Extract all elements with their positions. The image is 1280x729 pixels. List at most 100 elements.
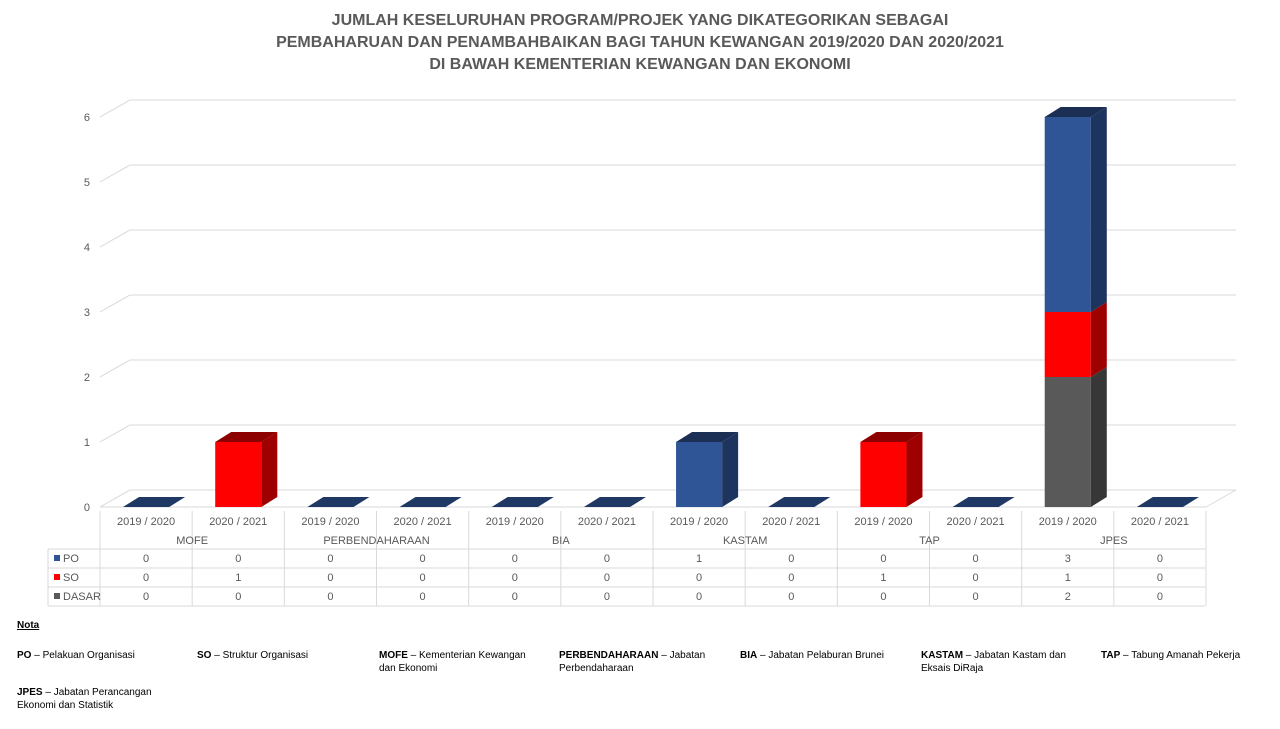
gridline-side-6 bbox=[99, 99, 131, 118]
bar-top-6 bbox=[676, 432, 739, 442]
nota-desc: – Jabatan Perbendaharaan bbox=[559, 650, 706, 674]
table-value-so: 0 bbox=[420, 572, 426, 584]
floor-side-edge bbox=[1205, 489, 1237, 508]
y-tick-label: 2 bbox=[84, 372, 90, 384]
nota-item-mofe: MOFE – Kementerian Kewangan dan Ekonomi bbox=[379, 649, 544, 675]
nota-desc: – Jabatan Pelaburan Brunei bbox=[757, 650, 884, 661]
legend-label-po: PO bbox=[63, 553, 79, 565]
bar-side-po-10 bbox=[1090, 107, 1107, 312]
nota-desc: – Jabatan Perancangan Ekonomi dan Statis… bbox=[17, 687, 152, 711]
nota-title: Nota bbox=[17, 620, 40, 631]
legend-key-dasar bbox=[54, 593, 60, 599]
x-tick-label: 2020 / 2021 bbox=[578, 516, 636, 528]
table-value-dasar: 0 bbox=[143, 591, 149, 603]
nota-item-tap: TAP – Tabung Amanah Pekerja bbox=[1101, 649, 1266, 662]
table-value-po: 0 bbox=[604, 553, 610, 565]
bar-po-10 bbox=[1044, 117, 1091, 312]
y-tick-label: 1 bbox=[84, 437, 90, 449]
x-tick-label: 2020 / 2021 bbox=[1131, 516, 1189, 528]
bar-so-8 bbox=[860, 442, 907, 507]
bar-top-8 bbox=[860, 432, 923, 442]
nota-abbr: KASTAM bbox=[921, 650, 964, 661]
legend-key-po bbox=[54, 555, 60, 561]
x-tick-label: 2020 / 2021 bbox=[762, 516, 820, 528]
x-tick-label: 2020 / 2021 bbox=[947, 516, 1005, 528]
nota-item-jpes: JPES – Jabatan Perancangan Ekonomi dan S… bbox=[17, 686, 182, 712]
table-value-dasar: 2 bbox=[1065, 591, 1071, 603]
gridline-side-3 bbox=[99, 294, 131, 313]
x-tick-label: 2020 / 2021 bbox=[209, 516, 267, 528]
nota-item-po: PO – Pelakuan Organisasi bbox=[17, 649, 182, 662]
bar-zero-cap-0 bbox=[123, 497, 186, 507]
table-value-so: 0 bbox=[1157, 572, 1163, 584]
y-tick-label: 0 bbox=[84, 502, 90, 514]
gridline-side-4 bbox=[99, 229, 131, 248]
nota-abbr: PERBENDAHARAAN bbox=[559, 650, 659, 661]
gridline-side-5 bbox=[99, 164, 131, 183]
gridline-side-2 bbox=[99, 359, 131, 378]
table-value-so: 1 bbox=[1065, 572, 1071, 584]
chart-title-line-3: DI BAWAH KEMENTERIAN KEWANGAN DAN EKONOM… bbox=[429, 56, 851, 73]
nota-desc: – Jabatan Kastam dan Eksais DiRaja bbox=[921, 650, 1066, 674]
table-value-po: 3 bbox=[1065, 553, 1071, 565]
x-tick-label: 2019 / 2020 bbox=[117, 516, 175, 528]
nota-item-bia: BIA – Jabatan Pelaburan Brunei bbox=[740, 649, 905, 662]
y-tick-label: 4 bbox=[84, 242, 90, 254]
table-value-po: 0 bbox=[143, 553, 149, 565]
group-label: MOFE bbox=[176, 535, 208, 547]
group-label: BIA bbox=[552, 535, 570, 547]
bar-zero-cap-3 bbox=[399, 497, 462, 507]
y-tick-label: 5 bbox=[84, 177, 90, 189]
table-value-po: 0 bbox=[327, 553, 333, 565]
group-label: PERBENDAHARAAN bbox=[323, 535, 429, 547]
table-value-dasar: 0 bbox=[235, 591, 241, 603]
table-value-so: 0 bbox=[512, 572, 518, 584]
group-label: JPES bbox=[1100, 535, 1128, 547]
chart-title-line-1: JUMLAH KESELURUHAN PROGRAM/PROJEK YANG D… bbox=[331, 12, 949, 29]
table-value-po: 0 bbox=[512, 553, 518, 565]
table-value-so: 0 bbox=[327, 572, 333, 584]
table-value-po: 0 bbox=[880, 553, 886, 565]
table-value-dasar: 0 bbox=[973, 591, 979, 603]
nota-desc: – Struktur Organisasi bbox=[211, 650, 309, 661]
table-value-po: 0 bbox=[788, 553, 794, 565]
table-value-dasar: 0 bbox=[788, 591, 794, 603]
table-value-po: 0 bbox=[235, 553, 241, 565]
bar-zero-cap-7 bbox=[768, 497, 831, 507]
bar-top-10 bbox=[1044, 107, 1107, 117]
table-value-dasar: 0 bbox=[420, 591, 426, 603]
nota-desc: – Kementerian Kewangan dan Ekonomi bbox=[379, 650, 526, 674]
table-value-po: 1 bbox=[696, 553, 702, 565]
legend-label-dasar: DASAR bbox=[63, 591, 101, 603]
chart-title-line-2: PEMBAHARUAN DAN PENAMBAHBAIKAN BAGI TAHU… bbox=[276, 34, 1004, 51]
bar-zero-cap-9 bbox=[952, 497, 1015, 507]
bar-zero-cap-2 bbox=[307, 497, 370, 507]
table-value-so: 0 bbox=[696, 572, 702, 584]
nota-desc: – Tabung Amanah Pekerja bbox=[1120, 650, 1241, 661]
table-value-so: 0 bbox=[788, 572, 794, 584]
nota-abbr: PO bbox=[17, 650, 32, 661]
nota-abbr: MOFE bbox=[379, 650, 408, 661]
bar-side-so-10 bbox=[1090, 302, 1107, 377]
legend-key-so bbox=[54, 574, 60, 580]
nota-item-perbendaharaan: PERBENDAHARAAN – Jabatan Perbendaharaan bbox=[559, 649, 724, 675]
bar-side-po-6 bbox=[722, 432, 739, 507]
bar-po-6 bbox=[676, 442, 723, 507]
group-label: KASTAM bbox=[723, 535, 767, 547]
group-label: TAP bbox=[919, 535, 940, 547]
bar-dasar-10 bbox=[1044, 377, 1091, 507]
table-value-dasar: 0 bbox=[604, 591, 610, 603]
table-value-po: 0 bbox=[420, 553, 426, 565]
table-value-dasar: 0 bbox=[327, 591, 333, 603]
x-tick-label: 2019 / 2020 bbox=[301, 516, 359, 528]
bar-top-1 bbox=[215, 432, 278, 442]
gridline-side-0 bbox=[99, 489, 131, 508]
table-value-dasar: 0 bbox=[512, 591, 518, 603]
y-tick-label: 3 bbox=[84, 307, 90, 319]
table-value-dasar: 0 bbox=[880, 591, 886, 603]
bar-zero-cap-11 bbox=[1136, 497, 1199, 507]
table-value-so: 0 bbox=[973, 572, 979, 584]
table-value-so: 0 bbox=[604, 572, 610, 584]
x-tick-label: 2019 / 2020 bbox=[670, 516, 728, 528]
nota-items: PO – Pelakuan Organisasi SO – Struktur Or… bbox=[17, 649, 1267, 729]
